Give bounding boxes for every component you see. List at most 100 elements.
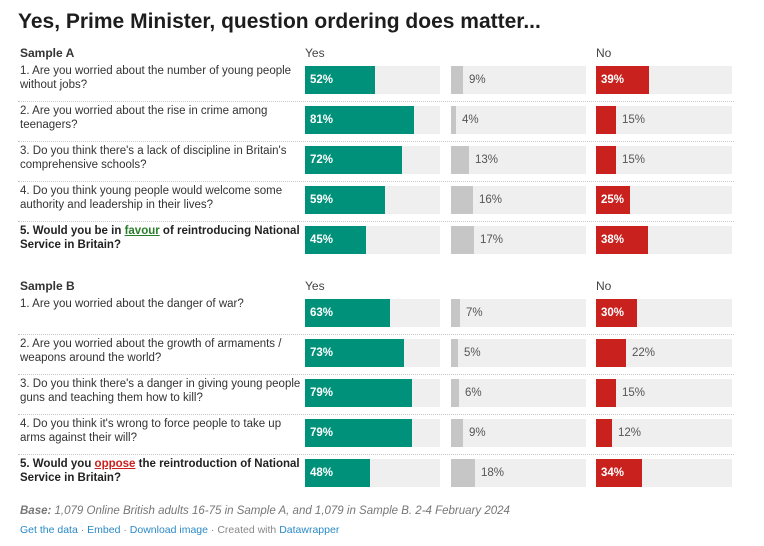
neutral-value-label: 17% [480, 234, 504, 246]
neutral-track: 7% [451, 299, 586, 327]
neutral-value-label: 18% [481, 467, 505, 479]
yes-bar [305, 226, 366, 254]
question-label: 2. Are you worried about the rise in cri… [20, 105, 268, 131]
chart-row: 1. Are you worried about the number of y… [18, 61, 734, 102]
chart-row: 2. Are you worried about the growth of a… [18, 334, 734, 375]
question-label: 2. Are you worried about the growth of a… [20, 338, 282, 364]
chart-row: 2. Are you worried about the rise in cri… [18, 101, 734, 142]
yes-bar [305, 299, 390, 327]
yes-value-label: 81% [310, 114, 334, 126]
neutral-value-label: 9% [469, 74, 486, 86]
neutral-bar [451, 186, 473, 214]
yes-value-label: 72% [310, 154, 334, 166]
no-value-label: 38% [601, 234, 625, 246]
neutral-track: 6% [451, 379, 586, 407]
chart-row: 3. Do you think there's a danger in givi… [18, 374, 734, 415]
neutral-bar [451, 66, 463, 94]
neutral-value-label: 7% [466, 307, 483, 319]
download-image-link[interactable]: Download image [129, 524, 208, 536]
no-value-label: 30% [601, 307, 625, 319]
yes-column-header: Yes [305, 46, 325, 60]
yes-track: 63% [305, 299, 440, 327]
neutral-bar [451, 419, 463, 447]
yes-track: 72% [305, 146, 440, 174]
no-track: 39% [596, 66, 732, 94]
yes-value-label: 48% [310, 467, 334, 479]
neutral-bar [451, 379, 459, 407]
neutral-track: 9% [451, 66, 586, 94]
no-bar [596, 186, 630, 214]
yes-track: 73% [305, 339, 440, 367]
base-text: 1,079 Online British adults 16-75 in Sam… [54, 505, 510, 517]
embed-link[interactable]: Embed [87, 524, 121, 536]
yes-bar [305, 379, 412, 407]
chart-row: 4. Do you think it's wrong to force peop… [18, 414, 734, 455]
question-label: 5. Would you be in favour of reintroduci… [20, 225, 300, 251]
get-the-data-link[interactable]: Get the data [20, 524, 78, 536]
footer-links: Get the data · Embed · Download image · … [20, 524, 340, 536]
no-bar [596, 299, 637, 327]
no-bar [596, 226, 648, 254]
yes-bar [305, 186, 385, 214]
datawrapper-link[interactable]: Datawrapper [279, 524, 340, 536]
no-track: 34% [596, 459, 732, 487]
no-value-label: 15% [622, 387, 646, 399]
no-track: 15% [596, 146, 732, 174]
yes-value-label: 79% [310, 387, 334, 399]
yes-value-label: 63% [310, 307, 334, 319]
question-label: 5. Would you oppose the reintroduction o… [20, 458, 300, 484]
no-track: 25% [596, 186, 732, 214]
yes-bar [305, 146, 402, 174]
chart-row: 5. Would you be in favour of reintroduci… [18, 221, 734, 261]
base-label: Base: [20, 505, 52, 517]
question-label: 4. Do you think it's wrong to force peop… [20, 418, 282, 444]
no-value-label: 34% [601, 467, 625, 479]
no-track: 30% [596, 299, 732, 327]
no-bar [596, 106, 616, 134]
question-label: 1. Are you worried about the number of y… [20, 65, 292, 91]
no-value-label: 15% [622, 114, 646, 126]
sample-label: Sample A [20, 46, 75, 60]
no-bar [596, 459, 642, 487]
no-bar [596, 339, 626, 367]
no-track: 12% [596, 419, 732, 447]
yes-track: 79% [305, 419, 440, 447]
yes-bar [305, 459, 370, 487]
yes-bar [305, 66, 375, 94]
neutral-bar [451, 339, 458, 367]
chart-row: 3. Do you think there's a lack of discip… [18, 141, 734, 182]
neutral-track: 16% [451, 186, 586, 214]
neutral-value-label: 5% [464, 347, 481, 359]
yes-value-label: 79% [310, 427, 334, 439]
neutral-track: 18% [451, 459, 586, 487]
no-value-label: 39% [601, 74, 625, 86]
yes-bar [305, 106, 414, 134]
no-column-header: No [596, 46, 612, 60]
yes-track: 48% [305, 459, 440, 487]
chart-row: 5. Would you oppose the reintroduction o… [18, 454, 734, 494]
neutral-bar [451, 226, 474, 254]
yes-track: 52% [305, 66, 440, 94]
no-value-label: 12% [618, 427, 642, 439]
no-bar [596, 66, 649, 94]
no-track: 38% [596, 226, 732, 254]
neutral-value-label: 13% [475, 154, 499, 166]
highlighted-word: oppose [94, 458, 136, 470]
neutral-track: 9% [451, 419, 586, 447]
neutral-value-label: 9% [469, 427, 486, 439]
yes-bar [305, 339, 404, 367]
neutral-track: 17% [451, 226, 586, 254]
question-label: 3. Do you think there's a lack of discip… [20, 145, 287, 171]
yes-track: 59% [305, 186, 440, 214]
neutral-track: 13% [451, 146, 586, 174]
yes-track: 79% [305, 379, 440, 407]
neutral-bar [451, 299, 460, 327]
no-value-label: 15% [622, 154, 646, 166]
neutral-bar [451, 146, 469, 174]
footer-base: Base: 1,079 Online British adults 16-75 … [20, 505, 510, 517]
question-label: 4. Do you think young people would welco… [20, 185, 283, 211]
created-with-text: Created with [217, 524, 277, 536]
no-column-header: No [596, 279, 612, 293]
neutral-track: 4% [451, 106, 586, 134]
yes-value-label: 52% [310, 74, 334, 86]
